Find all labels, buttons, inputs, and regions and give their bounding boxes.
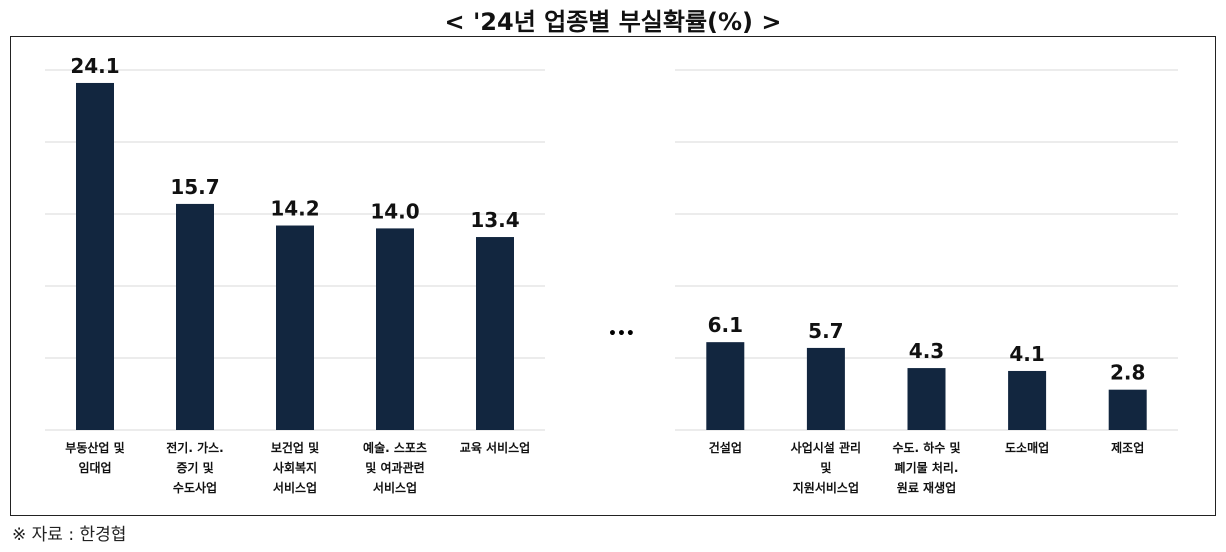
chart-frame bbox=[10, 36, 1216, 516]
value-label: 6.1 bbox=[708, 313, 743, 337]
x-tick-label: 부동산업 및 임대업 bbox=[65, 441, 125, 475]
x-tick-label: 보건업 및 사회복지 서비스업 bbox=[270, 441, 320, 495]
value-label: 2.8 bbox=[1110, 361, 1145, 385]
bar bbox=[376, 228, 414, 430]
bar bbox=[1008, 370, 1047, 430]
value-label: 24.1 bbox=[70, 54, 119, 78]
x-tick-label: 건설업 bbox=[708, 441, 742, 455]
x-tick-label: 예술. 스포츠 및 여과관련 서비스업 bbox=[363, 441, 427, 495]
title: < '24년 업종별 부실확률(%) > bbox=[444, 8, 782, 36]
bar bbox=[76, 82, 114, 431]
value-label: 5.7 bbox=[808, 319, 843, 343]
x-tick-label: 도소매업 bbox=[1005, 441, 1050, 455]
value-label: 13.4 bbox=[470, 208, 519, 232]
x-tick-label: 사업시설 관리 및 지원서비스업 bbox=[790, 441, 862, 495]
value-label: 4.1 bbox=[1009, 342, 1044, 366]
source: ※ 자료 : 한경협 bbox=[12, 525, 127, 545]
bar bbox=[806, 347, 845, 430]
bar bbox=[476, 237, 514, 430]
value-label: 15.7 bbox=[170, 175, 219, 199]
ellipsis: ••• bbox=[608, 326, 635, 342]
x-tick-label: 전기. 가스. 증기 및 수도사업 bbox=[166, 441, 224, 495]
bar bbox=[1108, 389, 1147, 430]
value-label: 4.3 bbox=[909, 339, 944, 363]
bar bbox=[276, 225, 314, 430]
value-label: 14.0 bbox=[370, 199, 419, 223]
x-tick-label: 교육 서비스업 bbox=[459, 441, 531, 455]
bar bbox=[706, 342, 745, 430]
bar bbox=[176, 203, 214, 430]
x-tick-label: 수도. 하수 및 폐기물 처리. 원료 재생업 bbox=[892, 441, 961, 495]
x-tick-label: 제조업 bbox=[1111, 441, 1145, 455]
value-label: 14.2 bbox=[270, 197, 319, 221]
bar bbox=[907, 368, 946, 430]
